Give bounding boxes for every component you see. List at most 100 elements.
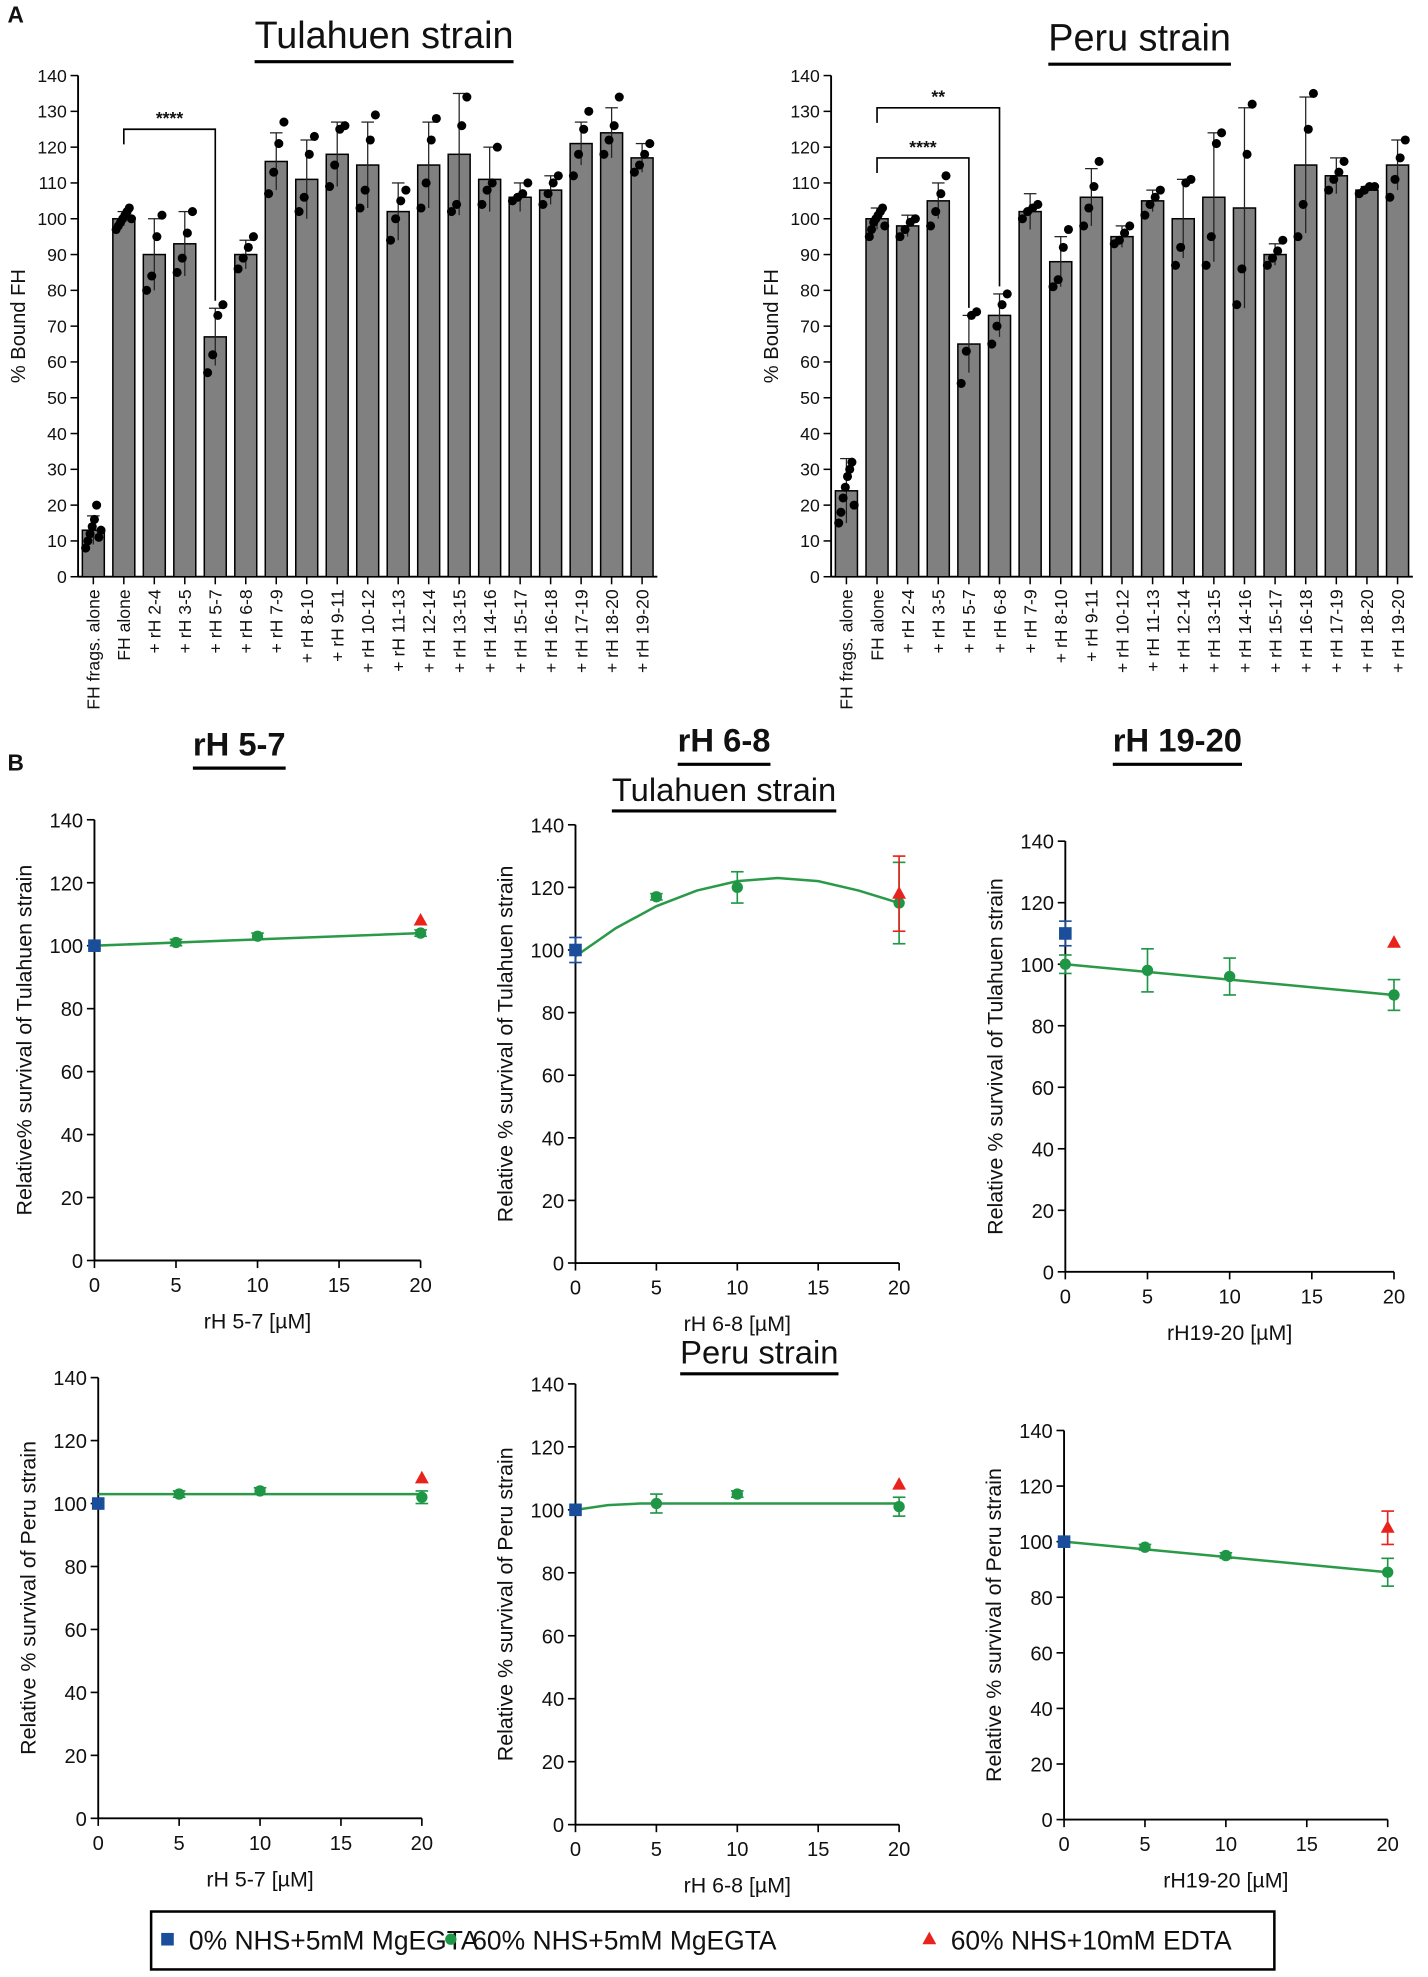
data-point [864,232,874,242]
bar [1140,200,1165,578]
y-tick-label: 110 [39,173,67,193]
y-tick-label: 20 [800,495,820,515]
x-tick-label: FH frags. alone [837,589,857,710]
data-point [599,149,609,159]
x-tick-label: 0 [570,1839,581,1861]
y-tick-label: 120 [1020,893,1054,915]
bar [477,178,502,578]
data-point [173,1488,185,1500]
y-tick-label: 60 [1032,1078,1054,1100]
bar [264,160,288,578]
data-point [1334,167,1344,177]
data-point [1387,935,1401,948]
data-point [91,1497,105,1510]
data-point [1329,174,1339,184]
bar [173,243,197,578]
data-point [523,178,533,188]
x-tick-label: + rH 15-17 [510,589,530,673]
x-axis-label: rH 6-8 [µM] [684,1312,791,1336]
data-point [1084,203,1094,213]
data-point [900,224,910,235]
data-point [1048,282,1058,292]
data-point [650,1497,663,1510]
x-tick-label: 15 [1301,1286,1323,1308]
data-point [866,224,877,235]
y-tick-label: 120 [53,1431,87,1453]
data-point [85,529,95,539]
data-point [731,1488,743,1500]
data-point [992,321,1002,331]
x-axis-label: rH 5-7 [µM] [204,1309,311,1333]
x-tick-label: + rH 3-5 [175,589,195,653]
x-tick-label: + rH 6-8 [236,589,256,653]
y-tick-label: 10 [800,531,820,551]
bar [1110,235,1134,578]
data-point [396,196,406,206]
data-point [1155,185,1165,195]
y-tick-label: 40 [47,424,67,444]
panel-label: A [8,2,24,28]
data-point [431,113,441,124]
data-point [446,207,457,217]
bar [538,189,563,578]
x-tick-label: + rH 5-7 [206,589,226,653]
y-tick-label: 140 [531,1374,565,1396]
y-tick-label: 50 [47,388,67,408]
data-point [640,149,650,159]
x-tick-label: 20 [1383,1286,1405,1308]
data-point [1170,260,1181,270]
x-tick-label: 0 [93,1833,104,1855]
data-point [294,207,304,217]
data-point [1211,139,1221,149]
y-tick-label: 140 [53,1368,87,1390]
y-axis-label: Relative % survival of Peru strain [16,1441,40,1755]
data-point [370,110,380,120]
data-point [568,171,578,181]
y-tick-label: 20 [1030,1755,1052,1777]
x-tick-label: 10 [249,1833,271,1855]
data-point [847,457,857,467]
data-point [1059,958,1071,970]
data-point [650,891,663,903]
significance-bracket [122,128,217,301]
data-point [208,350,218,360]
legend-marker [161,1932,174,1946]
bar [569,142,593,578]
y-tick-label: 10 [47,531,67,551]
data-point [457,121,467,131]
y-tick-label: 80 [65,1557,87,1579]
data-point [584,106,594,116]
y-tick-label: 20 [61,1188,83,1210]
x-tick-label: + rH 16-18 [541,589,561,673]
data-point [553,171,563,181]
y-tick-label: 0 [553,1254,564,1276]
data-point [579,124,589,134]
data-point [941,171,951,181]
data-point [330,160,340,170]
x-tick-label: + rH 12-14 [1174,589,1194,673]
data-point [1017,214,1027,224]
data-point [203,368,213,378]
data-point [92,500,102,510]
x-tick-label: + rH 7-9 [267,589,287,653]
data-point [1247,99,1257,109]
y-tick-label: 0 [76,1809,87,1831]
data-point [413,912,428,926]
y-axis-label: Relative % survival of Peru strain [494,1447,518,1761]
x-tick-label: FH alone [114,589,134,661]
data-point [1201,260,1211,270]
x-tick-label: + rH 17-19 [1327,589,1347,673]
y-tick-label: 80 [1030,1588,1052,1610]
x-axis-label: rH19-20 [µM] [1163,1869,1288,1893]
y-tick-label: 100 [37,209,67,229]
bar [1048,260,1073,578]
data-point [518,189,528,199]
data-point [89,514,99,524]
x-tick-label: + rH 10-12 [358,589,378,673]
data-point [1057,1535,1071,1548]
data-point [1370,181,1380,192]
x-tick-label: 5 [651,1277,662,1299]
section-title: Tulahuen strain [612,771,836,808]
data-point [931,207,941,217]
data-point [340,121,350,131]
